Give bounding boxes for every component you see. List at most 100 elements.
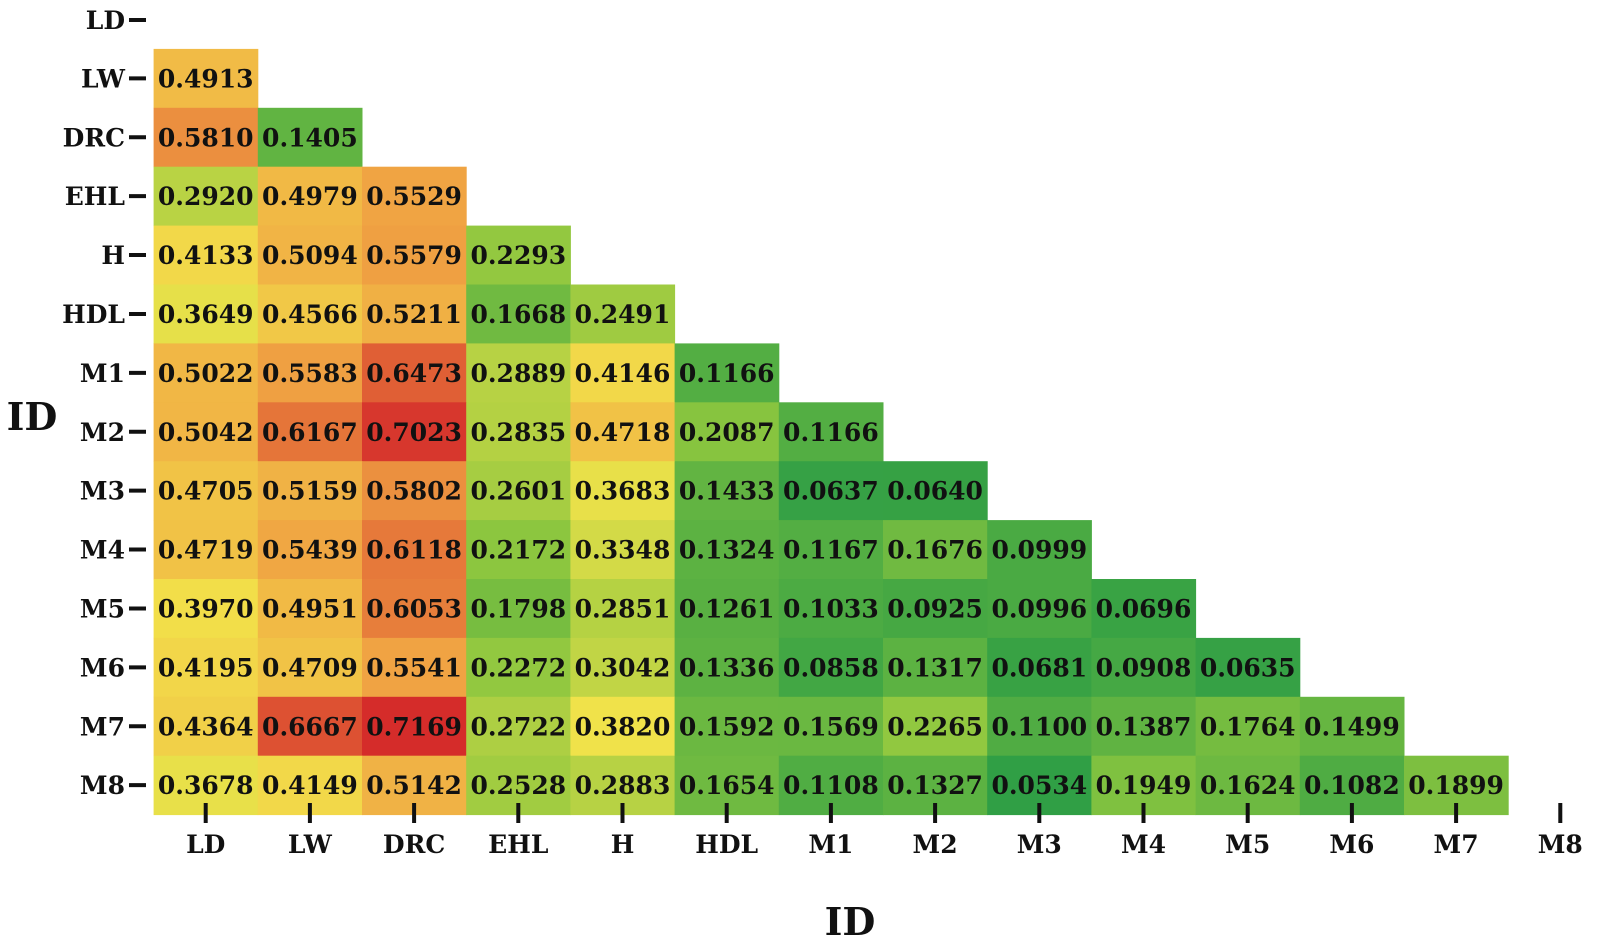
heatmap-cell bbox=[257, 166, 363, 227]
heatmap-cell bbox=[1195, 637, 1301, 698]
cell-value-label: 0.0908 bbox=[1096, 653, 1192, 682]
cell-value-label: 0.5439 bbox=[262, 536, 358, 565]
heatmap-cell bbox=[466, 637, 571, 698]
cell-value-label: 0.4566 bbox=[262, 300, 358, 329]
cell-value-label: 0.3348 bbox=[575, 536, 671, 565]
heatmap-cell bbox=[674, 343, 780, 403]
heatmap-cell bbox=[466, 461, 571, 521]
heatmap-cell bbox=[674, 461, 780, 521]
heatmap-cell bbox=[257, 284, 363, 344]
heatmap-cell bbox=[362, 696, 467, 757]
heatmap-cell bbox=[674, 402, 780, 462]
cell-value-label: 0.1327 bbox=[887, 771, 983, 800]
cell-value-label: 0.2851 bbox=[575, 594, 671, 623]
cell-value-label: 0.6667 bbox=[262, 712, 358, 741]
heatmap-cell bbox=[257, 343, 363, 403]
heatmap-cell bbox=[153, 402, 259, 462]
cell-value-label: 0.1949 bbox=[1096, 771, 1192, 800]
x-tick-label: M4 bbox=[1121, 830, 1166, 859]
x-tick-label: HDL bbox=[695, 830, 758, 859]
heatmap-cell bbox=[153, 579, 259, 639]
x-tick-label: M8 bbox=[1538, 830, 1583, 859]
heatmap-cell bbox=[883, 461, 988, 521]
cell-value-label: 0.5211 bbox=[366, 300, 462, 329]
x-tick-label: LD bbox=[186, 830, 225, 859]
cell-value-label: 0.2528 bbox=[470, 771, 566, 800]
heatmap-cell bbox=[362, 461, 467, 521]
y-tick-label: M2 bbox=[80, 418, 125, 447]
heatmap-cell bbox=[257, 696, 363, 757]
heatmap-cell bbox=[153, 343, 259, 403]
heatmap-cell bbox=[1091, 637, 1197, 698]
cell-value-label: 0.1569 bbox=[783, 712, 879, 741]
cell-value-label: 0.2722 bbox=[470, 712, 566, 741]
cell-value-label: 0.1764 bbox=[1200, 712, 1296, 741]
cell-value-label: 0.4709 bbox=[262, 653, 358, 682]
heatmap-cell bbox=[257, 225, 363, 285]
heatmap-cell bbox=[570, 461, 676, 521]
cell-value-label: 0.1676 bbox=[887, 536, 983, 565]
heatmap-cell bbox=[883, 579, 988, 639]
cell-value-label: 0.3042 bbox=[575, 653, 671, 682]
cell-value-label: 0.1166 bbox=[783, 418, 879, 447]
x-tick-label: M2 bbox=[913, 830, 958, 859]
y-tick-label: LW bbox=[81, 64, 126, 93]
cell-value-label: 0.4364 bbox=[158, 712, 254, 741]
y-tick-label: LD bbox=[86, 6, 125, 35]
cell-value-label: 0.5802 bbox=[366, 477, 462, 506]
heatmap-cell bbox=[153, 637, 259, 698]
heatmap-cell bbox=[778, 461, 884, 521]
cell-value-label: 0.1668 bbox=[470, 300, 566, 329]
cell-value-label: 0.2889 bbox=[470, 359, 566, 388]
heatmap-cell bbox=[153, 107, 259, 168]
heatmap-cell bbox=[153, 284, 259, 344]
heatmap-cell bbox=[362, 579, 467, 639]
cell-value-label: 0.1336 bbox=[679, 653, 775, 682]
heatmap-cell bbox=[987, 637, 1092, 698]
cell-value-label: 0.1317 bbox=[887, 653, 983, 682]
cell-value-label: 0.2491 bbox=[575, 300, 671, 329]
heatmap-cell bbox=[362, 402, 467, 462]
cell-value-label: 0.2601 bbox=[470, 477, 566, 506]
heatmap-cell bbox=[466, 696, 571, 757]
y-tick-label: HDL bbox=[62, 300, 125, 329]
cell-value-label: 0.0640 bbox=[887, 477, 983, 506]
heatmap-cell bbox=[883, 696, 988, 757]
x-tick-label: DRC bbox=[383, 830, 445, 859]
cell-value-label: 0.4719 bbox=[158, 536, 254, 565]
heatmap-cell bbox=[778, 520, 884, 580]
heatmap-cell bbox=[466, 402, 571, 462]
heatmap-cell bbox=[362, 520, 467, 580]
heatmap-cell bbox=[153, 461, 259, 521]
cell-value-label: 0.1405 bbox=[262, 123, 358, 152]
heatmap-cell bbox=[362, 343, 467, 403]
cell-value-label: 0.1499 bbox=[1304, 712, 1400, 741]
cell-value-label: 0.5579 bbox=[366, 241, 462, 270]
y-axis-ticks: LD LW DRC EHL H HDL M1 M2 M3 M4 M5 M6 M7 M8 bbox=[62, 6, 146, 800]
heatmap-cell bbox=[778, 637, 884, 698]
heatmap-cell bbox=[153, 166, 259, 227]
cell-value-label: 0.1324 bbox=[679, 536, 775, 565]
cell-value-label: 0.4195 bbox=[158, 653, 254, 682]
x-tick-label: M3 bbox=[1017, 830, 1062, 859]
cell-value-label: 0.2920 bbox=[158, 182, 254, 211]
heatmap-cells: 0.4913 0.5810 0.1405 0.2920 0.4979 0.5529 0.41… bbox=[153, 48, 1509, 816]
cell-value-label: 0.1108 bbox=[783, 771, 879, 800]
heatmap-cell bbox=[674, 696, 780, 757]
cell-value-label: 0.1261 bbox=[679, 594, 775, 623]
y-tick-label: M4 bbox=[80, 536, 125, 565]
cell-value-label: 0.1433 bbox=[679, 477, 775, 506]
y-tick-label: M7 bbox=[80, 712, 125, 741]
cell-value-label: 0.4913 bbox=[158, 64, 254, 93]
heatmap-cell bbox=[987, 579, 1092, 639]
heatmap-cell bbox=[883, 637, 988, 698]
cell-value-label: 0.2272 bbox=[470, 653, 566, 682]
cell-value-label: 0.1899 bbox=[1408, 771, 1504, 800]
cell-value-label: 0.3649 bbox=[158, 300, 254, 329]
heatmap-cell bbox=[570, 520, 676, 580]
heatmap-cell bbox=[257, 579, 363, 639]
heatmap-cell bbox=[153, 225, 259, 285]
cell-value-label: 0.1167 bbox=[783, 536, 879, 565]
cell-value-label: 0.0925 bbox=[887, 594, 983, 623]
